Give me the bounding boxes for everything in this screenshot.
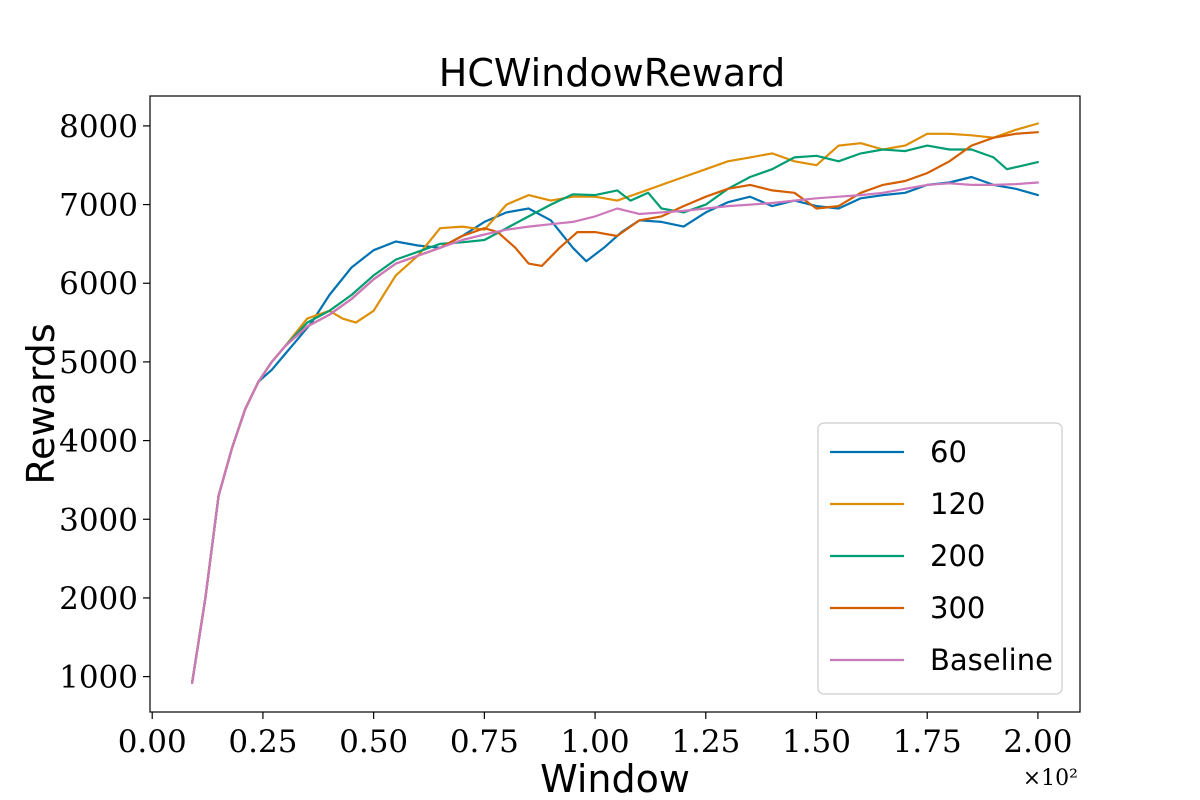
x-tick-label: 0.25 [228, 724, 297, 760]
y-tick-label: 2000 [59, 581, 138, 617]
x-tick-label: 1.75 [893, 724, 962, 760]
x-axis-label: Window [540, 757, 690, 800]
y-tick-label: 5000 [59, 345, 138, 381]
chart-title: HCWindowReward [439, 51, 785, 95]
y-tick-label: 3000 [59, 502, 138, 538]
legend-label: 200 [930, 539, 985, 573]
series-line-baseline [191, 181, 1039, 684]
legend-label: Baseline [930, 643, 1053, 677]
series-lines [191, 122, 1039, 684]
x-tick-label: 1.50 [782, 724, 851, 760]
x-tick-label: 0.50 [339, 724, 408, 760]
legend-label: 300 [930, 591, 985, 625]
x-tick-label: 2.00 [1003, 724, 1072, 760]
y-axis: 1000 2000 3000 4000 5000 6000 7000 8000 [59, 109, 150, 696]
legend-label: 120 [930, 487, 985, 521]
y-tick-label: 4000 [59, 424, 138, 460]
y-tick-label: 8000 [59, 109, 138, 145]
y-tick-label: 6000 [59, 266, 138, 302]
y-tick-label: 1000 [59, 660, 138, 696]
x-tick-label: 0.75 [450, 724, 519, 760]
legend-box [817, 422, 1063, 695]
x-tick-label: 1.25 [671, 724, 740, 760]
plot-frame [149, 95, 1081, 713]
x-tick-label: 0.00 [118, 724, 187, 760]
x-axis: 0.00 0.25 0.50 0.75 1.00 1.25 1.50 1.75 2.00 [118, 712, 1072, 760]
legend: 60 120 200 300 Baseline [817, 422, 1063, 695]
x-tick-label: 1.00 [561, 724, 630, 760]
x-axis-offset-label: ×10² [1023, 766, 1078, 791]
series-line-60 [191, 175, 1039, 684]
legend-label: 60 [930, 435, 967, 469]
y-tick-label: 7000 [59, 188, 138, 224]
y-axis-label: Rewards [19, 323, 63, 484]
